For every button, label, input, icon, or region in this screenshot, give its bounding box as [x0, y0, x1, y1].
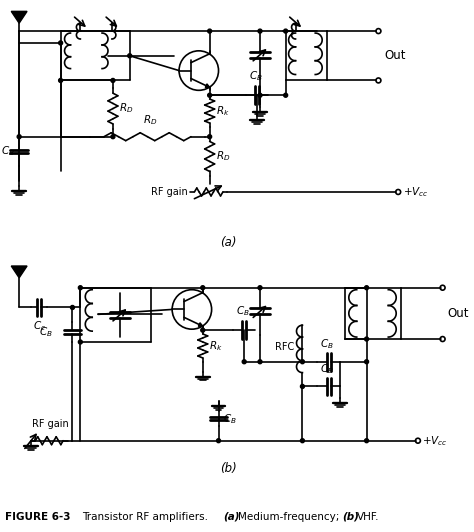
Text: $C_B$: $C_B$ — [223, 412, 237, 426]
Text: $+V_{cc}$: $+V_{cc}$ — [403, 185, 429, 199]
Circle shape — [201, 286, 205, 290]
Circle shape — [283, 29, 288, 33]
Text: (b): (b) — [220, 462, 237, 475]
Text: $C_B$: $C_B$ — [320, 337, 334, 351]
Text: $C_B$: $C_B$ — [249, 70, 263, 84]
Circle shape — [59, 41, 63, 45]
Text: Out: Out — [447, 307, 469, 320]
Circle shape — [365, 360, 369, 364]
Circle shape — [208, 29, 211, 33]
Circle shape — [201, 328, 205, 332]
Circle shape — [301, 360, 304, 364]
Circle shape — [78, 286, 82, 290]
Text: $R_k$: $R_k$ — [216, 104, 229, 118]
Circle shape — [208, 93, 211, 97]
Text: Medium-frequency;: Medium-frequency; — [238, 512, 340, 522]
Text: $C_c$: $C_c$ — [33, 319, 46, 333]
Text: RF gain: RF gain — [151, 187, 188, 197]
Circle shape — [301, 439, 304, 443]
Polygon shape — [11, 266, 27, 278]
Text: $R_D$: $R_D$ — [119, 102, 133, 115]
Text: (a): (a) — [220, 236, 237, 249]
Circle shape — [242, 360, 246, 364]
Text: $C_B$: $C_B$ — [1, 145, 15, 159]
Text: (a): (a) — [223, 512, 240, 522]
Circle shape — [283, 93, 288, 97]
Circle shape — [17, 135, 21, 139]
Text: (b): (b) — [342, 512, 359, 522]
Circle shape — [128, 54, 132, 58]
Text: $+V_{cc}$: $+V_{cc}$ — [422, 434, 447, 447]
Circle shape — [365, 286, 369, 290]
Text: Out: Out — [384, 49, 406, 62]
Text: $R_D$: $R_D$ — [216, 149, 230, 163]
Text: $C_B$: $C_B$ — [320, 362, 334, 376]
Circle shape — [301, 385, 304, 388]
Circle shape — [258, 29, 262, 33]
Text: $C_B$: $C_B$ — [237, 304, 250, 318]
Text: FIGURE 6-3: FIGURE 6-3 — [5, 512, 71, 522]
Text: $C_B$: $C_B$ — [39, 325, 53, 339]
Circle shape — [365, 439, 369, 443]
Polygon shape — [198, 323, 203, 326]
Circle shape — [78, 340, 82, 344]
Circle shape — [111, 135, 115, 139]
Circle shape — [59, 78, 63, 82]
Circle shape — [71, 305, 74, 310]
Circle shape — [258, 360, 262, 364]
Text: Transistor RF amplifiers.: Transistor RF amplifiers. — [82, 512, 209, 522]
Circle shape — [217, 439, 220, 443]
Circle shape — [258, 286, 262, 290]
Circle shape — [258, 93, 262, 97]
Circle shape — [365, 337, 369, 341]
Polygon shape — [11, 11, 27, 23]
Text: VHF.: VHF. — [357, 512, 379, 522]
Circle shape — [208, 135, 211, 139]
Text: RFC: RFC — [275, 342, 294, 352]
Polygon shape — [205, 84, 210, 87]
Text: RF gain: RF gain — [32, 419, 69, 429]
Text: $R_k$: $R_k$ — [209, 339, 222, 353]
Circle shape — [111, 78, 115, 82]
Text: $R_D$: $R_D$ — [143, 113, 157, 127]
